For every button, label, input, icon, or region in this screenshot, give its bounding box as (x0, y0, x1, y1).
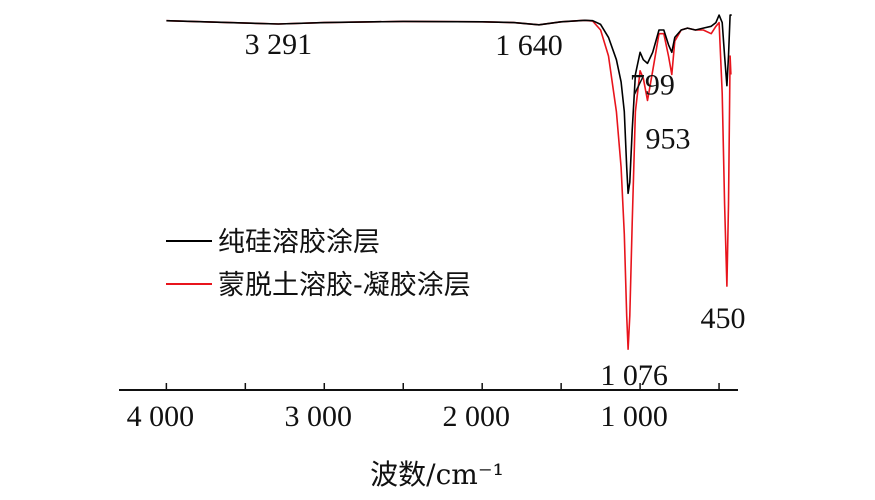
x-axis-label: 波数/cm⁻¹ (370, 458, 504, 491)
x-tick-label: 4 000 (127, 400, 195, 433)
peak-label: 799 (630, 69, 675, 102)
legend-label-0: 纯硅溶胶涂层 (218, 227, 380, 258)
peak-label: 953 (646, 123, 691, 156)
series-line-0 (166, 14, 732, 195)
x-tick-label: 2 000 (442, 400, 510, 433)
peak-label: 3 291 (245, 28, 313, 61)
peak-label: 1 640 (495, 29, 563, 62)
x-tick-label: 3 000 (285, 400, 353, 433)
x-tick-label: 1 000 (600, 400, 668, 433)
legend: 纯硅溶胶涂层 蒙脱土溶胶-凝胶涂层 (166, 227, 471, 301)
legend-label-1: 蒙脱土溶胶-凝胶涂层 (218, 270, 471, 301)
peak-label: 1 076 (600, 359, 668, 392)
peak-label: 450 (700, 302, 745, 335)
